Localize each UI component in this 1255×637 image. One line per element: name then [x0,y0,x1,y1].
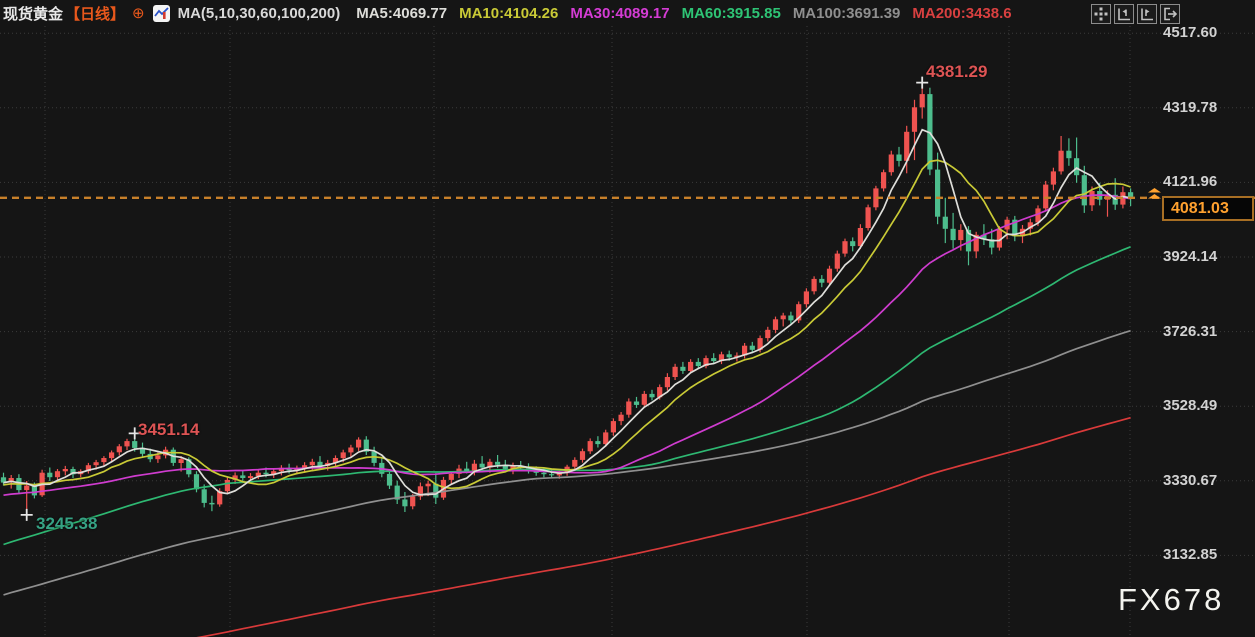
axis-label: 4517.60 [1163,24,1218,41]
ma60-legend: MA60:3915.85 [681,4,781,22]
axis-label: 3528.49 [1163,397,1218,414]
kline-app-icon[interactable] [152,4,170,22]
axis-label: 3330.67 [1163,472,1218,489]
indicator-label: MA(5,10,30,60,100,200) [177,4,341,22]
watermark: FX678 [1118,582,1225,617]
ma5-legend: MA5:4069.77 [356,4,448,22]
interval-label: 【日线】 [65,5,126,23]
chart-toolbar [1091,4,1180,24]
move-icon[interactable] [1091,4,1111,24]
high-annotation: 4381.29 [926,62,988,81]
symbol-title: 现货黄金 [3,5,64,23]
ma30-legend: MA30:4089.17 [570,4,670,22]
ma100-legend: MA100:3691.39 [792,4,901,22]
low-annotation: 3245.38 [36,514,98,533]
axis-label: 4319.78 [1163,99,1218,116]
axis-label: 3132.85 [1163,546,1218,563]
ma200-legend: MA200:3438.6 [912,4,1012,22]
axis-scale-left-icon[interactable] [1114,4,1134,24]
price-direction-icon [1148,186,1161,204]
high-annotation: 3451.14 [138,420,200,439]
axis-label: 4121.96 [1163,173,1218,190]
axis-label: 3726.31 [1163,323,1218,340]
ma10-legend: MA10:4104.26 [459,4,559,22]
axis-scale-right-icon[interactable] [1137,4,1157,24]
expand-icon[interactable]: ⊕ [132,5,145,22]
chart-legend: 现货黄金 【日线】 ⊕ MA(5,10,30,60,100,200) MA5:4… [3,2,1012,24]
last-price-tag: 4081.03 [1162,196,1254,221]
exit-chart-icon[interactable] [1160,4,1180,24]
axis-label: 3924.14 [1163,248,1218,265]
